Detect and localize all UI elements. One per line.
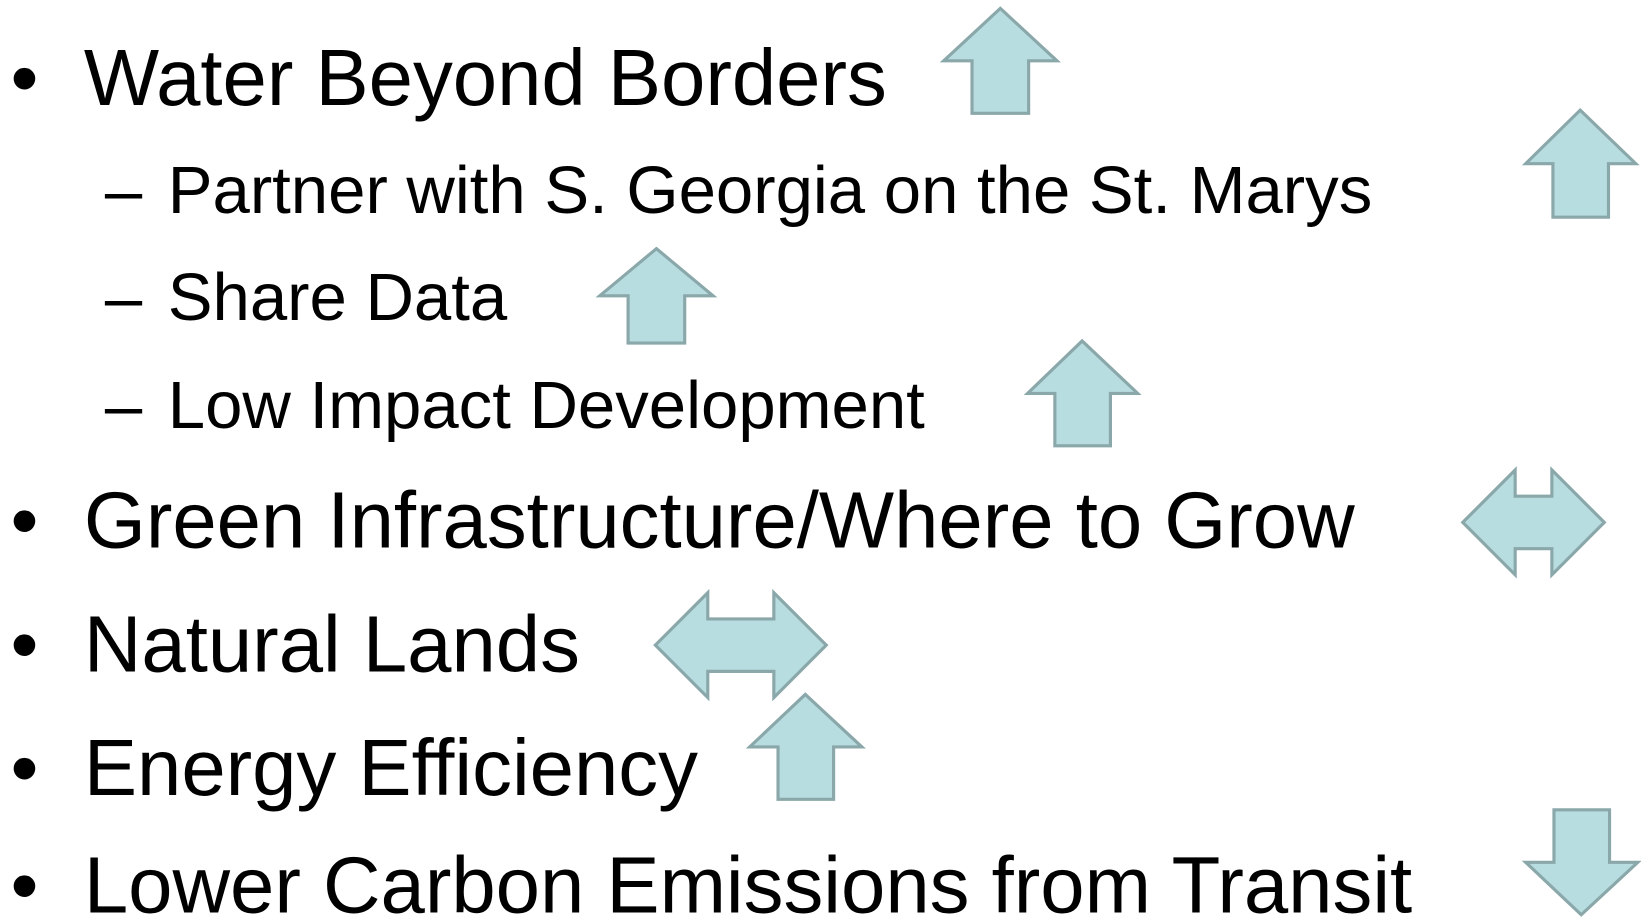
arrow-up: [1521, 107, 1640, 219]
item-text: Energy Efficiency: [84, 723, 698, 812]
bullet: –: [105, 368, 143, 443]
arrow-up: [939, 6, 1061, 115]
bullet: •: [10, 33, 38, 122]
bullet: •: [10, 723, 38, 812]
bullet: •: [10, 841, 38, 920]
arrow-left-right: [1460, 466, 1607, 579]
arrow-down: [1521, 808, 1641, 917]
item-text: Partner with S. Georgia on the St. Marys: [168, 153, 1372, 228]
bullet: •: [10, 476, 38, 565]
arrow-up: [1023, 338, 1142, 448]
arrow-up: [745, 692, 866, 801]
item-text: Water Beyond Borders: [84, 33, 887, 122]
bullet: –: [105, 153, 143, 228]
bullet: •: [10, 599, 38, 688]
item-text: Low Impact Development: [168, 368, 925, 443]
bullet: –: [105, 260, 143, 335]
item-text: Green Infrastructure/Where to Grow: [84, 476, 1355, 565]
arrow-left-right: [653, 588, 829, 702]
item-text: Natural Lands: [84, 599, 580, 688]
item-text: Share Data: [168, 260, 508, 335]
item-text: Lower Carbon Emissions from Transit: [84, 841, 1412, 920]
arrow-up: [595, 246, 718, 345]
